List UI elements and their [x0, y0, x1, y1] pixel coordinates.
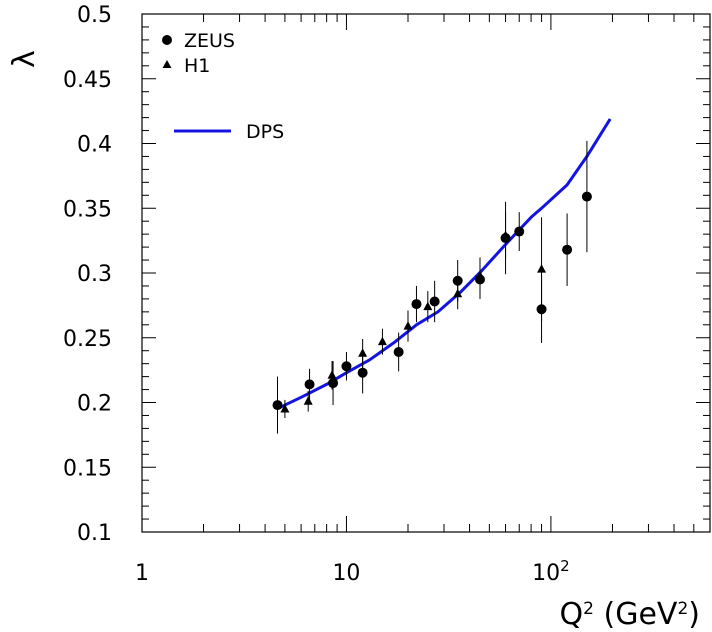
zeus-point — [328, 378, 339, 389]
x-axis-title-close: ) — [688, 597, 700, 632]
y-tick-label: 0.35 — [63, 197, 112, 222]
zeus-point — [514, 226, 525, 237]
dps-curve — [278, 118, 612, 410]
y-tick-labels: 0.1 0.15 0.2 0.25 0.3 0.35 0.4 0.45 0.5 — [63, 3, 112, 546]
zeus-point — [357, 367, 368, 378]
zeus-point — [393, 346, 404, 357]
h1-point — [280, 403, 290, 413]
x-tick-label-base: 10 — [332, 561, 360, 586]
x-tick-label-sup: 2 — [560, 557, 570, 575]
legend-zeus-marker — [162, 35, 172, 45]
zeus-point — [341, 361, 352, 372]
h1-point — [358, 348, 368, 357]
y-axis-title: λ — [7, 50, 42, 68]
x-axis-title-sup: 2 — [583, 599, 594, 619]
legend-dps-label: DPS — [246, 121, 284, 143]
x-axis-title-base: Q — [560, 597, 584, 632]
h1-point — [303, 396, 313, 405]
h1-point — [501, 230, 511, 239]
legend-zeus-label: ZEUS — [184, 30, 235, 52]
x-axis-title: Q2 (GeV2) — [560, 597, 700, 632]
h1-point — [403, 321, 413, 330]
x-axis-title-unit: (GeV — [594, 597, 678, 632]
zeus-point — [272, 400, 283, 411]
zeus-point — [429, 296, 440, 307]
data-points-layer — [272, 140, 592, 434]
y-tick-label: 0.4 — [77, 133, 112, 158]
plot-frame — [141, 13, 711, 533]
legend-h1-marker — [162, 60, 172, 68]
h1-point — [327, 370, 337, 379]
h1-point — [423, 301, 433, 311]
axis-ticks — [141, 13, 711, 533]
x-tick-label-base: 10 — [532, 561, 560, 586]
y-tick-label: 0.25 — [63, 327, 112, 352]
legend: ZEUS H1 DPS — [162, 30, 284, 143]
x-tick-labels: 1 10 102 — [135, 557, 570, 586]
zeus-point — [581, 191, 592, 202]
dps-curve-layer — [278, 118, 612, 410]
zeus-point — [562, 244, 573, 255]
h1-point — [475, 270, 485, 280]
zeus-point — [304, 379, 315, 390]
y-tick-label: 0.15 — [63, 456, 112, 481]
y-tick-label: 0.3 — [77, 262, 112, 287]
y-tick-label: 0.2 — [77, 392, 112, 417]
y-tick-label: 0.1 — [77, 521, 112, 546]
x-tick-label: 102 — [532, 557, 570, 586]
zeus-point — [411, 299, 422, 310]
x-tick-label-base: 1 — [135, 561, 149, 586]
h1-point — [377, 336, 387, 346]
legend-h1-label: H1 — [184, 55, 210, 77]
x-axis-title-unit-sup: 2 — [677, 599, 688, 619]
y-tick-label: 0.45 — [63, 68, 112, 93]
x-tick-label: 1 — [135, 561, 149, 586]
x-tick-label: 10 — [332, 561, 360, 586]
h1-point — [537, 264, 547, 273]
y-tick-label: 0.5 — [77, 3, 112, 28]
h1-point — [453, 288, 463, 298]
